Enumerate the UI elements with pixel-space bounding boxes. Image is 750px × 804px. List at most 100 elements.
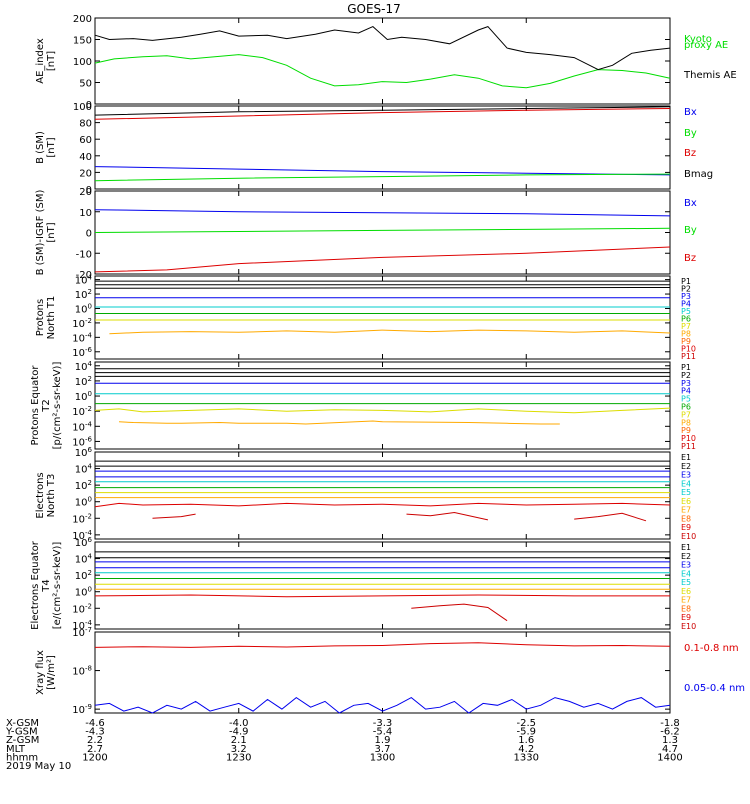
panel-8: 10-7 10-8 10-9 Xray flux [W/m²] 0.1-0.8 nm 0.0… (35, 626, 745, 716)
series-line-0.1-0.8 nm (94, 642, 671, 648)
legend-label: P2 (681, 371, 691, 380)
ephemeris-value: -6.2 (660, 727, 680, 738)
panel-frame (94, 451, 671, 540)
ephemeris-label-mlt: MLT (6, 744, 26, 755)
ephemeris-value: -4.0 (229, 718, 249, 729)
y-tick-label: 10-8 (72, 665, 92, 678)
legend-label: E4 (681, 569, 691, 578)
ephemeris-value: -4.6 (85, 718, 105, 729)
y-axis-label-line: T2 (41, 399, 52, 412)
legend-label: E3 (681, 561, 691, 570)
legend-label: By (684, 225, 697, 236)
y-tick-label: 104 (75, 360, 93, 373)
y-tick-label: 0 (86, 100, 92, 111)
legend-label: Bx (684, 198, 697, 209)
legend-label: E7 (681, 506, 691, 515)
ephemeris-label-z-gsm: Z-GSM (6, 735, 39, 746)
ephemeris-value: -4.9 (229, 727, 249, 738)
series-line-E9 (94, 502, 671, 508)
legend-label: P10 (681, 345, 696, 354)
y-tick-label: -20 (76, 270, 92, 281)
y-tick-label: 104 (75, 274, 93, 287)
panel-frame (94, 541, 671, 630)
y-tick-label: 10-9 (72, 703, 92, 716)
y-tick-label: 20 (79, 187, 92, 198)
y-tick-label: 102 (75, 569, 92, 582)
legend-label: E2 (681, 552, 691, 561)
series-line-By (94, 173, 671, 182)
series-line-E10b (406, 511, 489, 521)
y-tick-label: 100 (73, 102, 92, 113)
legend-label: P8 (681, 330, 691, 339)
y-axis-label-line: [nT] (46, 137, 57, 157)
legend-label: P10 (681, 434, 696, 443)
ephemeris-value: 2.1 (231, 735, 247, 746)
legend-label: E9 (681, 523, 691, 532)
legend-label: E2 (681, 462, 691, 471)
legend-label: E7 (681, 596, 691, 605)
series-line-Themis AE (94, 26, 671, 71)
y-axis-label: B (SM)-IGRF (SM) [nT] (35, 190, 57, 276)
legend-label: Bz (684, 253, 696, 264)
legend-label: Bx (684, 107, 697, 118)
y-tick-label: 200 (73, 14, 92, 25)
y-axis-label: B (SM) [nT] (35, 131, 57, 164)
series-line-P8 (118, 420, 560, 425)
series-line-Bz (94, 108, 671, 120)
ephemeris-label-y-gsm: Y-GSM (5, 727, 38, 738)
plot-title: GOES-17 (347, 2, 401, 16)
ephemeris-value: 1200 (82, 752, 107, 763)
legend-label: P3 (681, 379, 691, 388)
legend-label: E1 (681, 543, 691, 552)
legend-label: E1 (681, 453, 691, 462)
y-tick-label: 50 (79, 79, 92, 90)
y-axis-label: Protons Equator T2 [p/(cm²-s-sr-keV)] (30, 362, 63, 450)
y-tick-label: 100 (73, 57, 92, 68)
ephemeris-value: 2.7 (87, 744, 103, 755)
y-axis-label: Protons North T1 (35, 296, 57, 340)
y-tick-label: 104 (75, 553, 93, 566)
y-axis-label-line: [W/m²] (46, 655, 57, 690)
y-tick-label: 10-6 (72, 346, 92, 359)
series-line-Kyoto proxy AE (94, 54, 671, 89)
panel-frame (94, 361, 671, 450)
y-tick-label: 102 (75, 479, 92, 492)
legend-label: P1 (681, 363, 691, 372)
y-tick-label: 10-4 (72, 331, 92, 344)
panel-7: 106 104 102 100 10-2 10-4 Electrons Equator T4[… (30, 536, 696, 632)
ephemeris-value: -2.5 (516, 718, 536, 729)
legend-label: E5 (681, 488, 691, 497)
legend-label: P9 (681, 337, 691, 346)
legend-label: P7 (681, 410, 691, 419)
series-line-E10 (411, 603, 508, 622)
legend-label: E9 (681, 613, 691, 622)
ephemeris-value: 1330 (514, 752, 539, 763)
legend-label: P3 (681, 292, 691, 301)
y-axis-label: Xray flux [W/m²] (35, 650, 57, 695)
legend-label: E10 (681, 622, 696, 631)
y-axis-label-line: [nT] (46, 222, 57, 242)
ephemeris-label-x-gsm: X-GSM (6, 718, 39, 729)
legend-label: P5 (681, 395, 691, 404)
y-tick-label: 100 (75, 496, 92, 509)
ephemeris-value: 1230 (226, 752, 251, 763)
legend-label: P6 (681, 315, 691, 324)
y-tick-label: 0 (86, 229, 92, 240)
y-tick-label: 102 (75, 375, 92, 388)
y-tick-label: 40 (79, 152, 92, 163)
legend-label: P7 (681, 322, 691, 331)
legend-label: Themis AE (683, 70, 737, 81)
ephemeris-value: 3.7 (375, 744, 391, 755)
panel-frame (94, 17, 671, 105)
y-tick-label: 10 (79, 208, 92, 219)
y-axis-label-line: Electrons (35, 472, 46, 518)
panel-5: 104 102 100 10-2 10-4 10-6 Protons Equator T2 [p… (30, 360, 696, 451)
legend-label: P6 (681, 403, 691, 412)
y-axis-label-line: Xray flux (35, 650, 46, 695)
y-axis-label-line: North T1 (46, 296, 57, 340)
y-tick-label: 150 (73, 36, 92, 47)
